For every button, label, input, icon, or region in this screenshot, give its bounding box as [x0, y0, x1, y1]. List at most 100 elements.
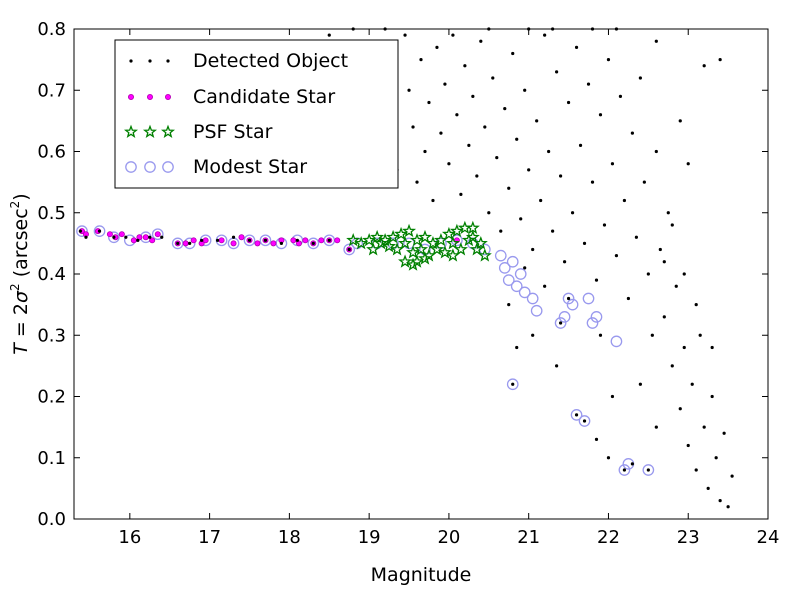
point-dot: [662, 315, 666, 319]
point-star: [410, 232, 425, 247]
point-dot: [598, 113, 603, 117]
legend-marker-dot: [148, 59, 152, 63]
point-dot: [582, 419, 587, 423]
point-dot: [443, 82, 447, 86]
legend-marker-small-circle: [127, 94, 134, 101]
legend-label-modest: Modest Star: [193, 156, 307, 178]
legend-marker-star: [142, 124, 158, 138]
point-large-ring: [590, 311, 603, 323]
point-dot: [702, 64, 706, 68]
point-dot: [650, 333, 654, 337]
point-dot: [670, 364, 674, 368]
point-dot: [726, 505, 730, 509]
y-axis-label-sup: 2: [8, 283, 22, 291]
point-dot: [698, 333, 702, 337]
point-small-circle: [154, 231, 161, 238]
point-dot: [176, 241, 180, 245]
point-dot: [483, 125, 487, 129]
point-dot: [722, 431, 726, 435]
point-dot: [714, 456, 718, 460]
point-dot: [519, 217, 523, 221]
y-tick-label: 0.2: [37, 387, 66, 408]
point-dot: [543, 284, 547, 288]
point-dot: [503, 107, 507, 111]
point-dot: [455, 113, 459, 117]
point-dot: [578, 143, 583, 147]
point-dot: [97, 229, 102, 233]
legend-marker-large-ring: [144, 161, 156, 173]
point-dot: [555, 364, 559, 368]
point-star: [346, 232, 361, 247]
point-star: [394, 226, 409, 241]
point-dot: [136, 238, 140, 242]
point-dot: [638, 76, 642, 80]
legend-label-psf: PSF Star: [193, 121, 273, 143]
point-dot: [566, 100, 571, 105]
point-dot: [78, 229, 82, 233]
point-dot: [590, 180, 595, 184]
y-tick-label: 0.6: [37, 142, 66, 163]
legend-marker-small-circle: [164, 94, 171, 101]
point-dot: [634, 235, 638, 239]
x-tick-label: 21: [517, 527, 540, 548]
point-dot: [606, 456, 611, 460]
point-small-circle: [270, 240, 277, 247]
point-large-ring: [506, 255, 519, 268]
point-dot: [295, 238, 299, 242]
point-dot: [447, 162, 451, 166]
point-large-ring: [610, 335, 623, 348]
point-dot: [471, 94, 475, 98]
point-dot: [602, 223, 607, 227]
point-dot: [463, 64, 467, 68]
point-dot: [515, 137, 519, 141]
point-dot: [674, 284, 678, 288]
point-dot: [574, 413, 579, 417]
point-large-ring: [343, 243, 356, 256]
legend-marker-large-ring: [125, 161, 137, 173]
point-dot: [710, 345, 714, 350]
point-dot: [574, 45, 579, 49]
point-dot: [459, 192, 463, 196]
point-star: [469, 242, 484, 256]
point-large-ring: [514, 268, 527, 280]
point-dot: [586, 82, 591, 86]
legend-label-candidate: Candidate Star: [193, 86, 335, 108]
point-small-circle: [182, 240, 189, 247]
point-dot: [654, 39, 658, 43]
legend-marker-dot: [129, 59, 133, 63]
point-dot: [84, 235, 88, 239]
point-dot: [622, 468, 627, 472]
point-dot: [419, 58, 423, 62]
series-star: [346, 220, 492, 271]
point-dot: [499, 229, 503, 233]
point-dot: [682, 345, 686, 350]
point-small-circle: [238, 234, 245, 241]
point-star: [445, 248, 460, 262]
point-star: [378, 232, 393, 247]
x-tick-label: 24: [757, 527, 780, 548]
legend-marker-large-ring: [162, 161, 174, 173]
point-star: [406, 245, 421, 259]
point-dot: [311, 241, 315, 245]
point-star: [449, 223, 464, 238]
point-dot: [543, 33, 547, 37]
point-dot: [467, 143, 471, 147]
y-tick-label: 0.5: [37, 203, 66, 224]
point-dot: [215, 238, 220, 242]
legend-box: [114, 39, 399, 189]
point-star: [398, 236, 413, 250]
point-dot: [523, 88, 527, 92]
point-dot: [598, 333, 603, 337]
point-dot: [626, 296, 631, 301]
x-tick-label: 22: [597, 527, 620, 548]
point-dot: [594, 437, 599, 441]
y-axis-label-equals: = 2: [10, 303, 32, 343]
point-large-ring: [586, 317, 599, 329]
point-star: [433, 232, 448, 247]
legend-markers: [123, 59, 176, 173]
point-star: [437, 245, 452, 259]
point-dot: [523, 266, 527, 270]
point-dot: [630, 131, 634, 135]
point-dot: [614, 254, 619, 258]
point-star: [390, 242, 405, 256]
